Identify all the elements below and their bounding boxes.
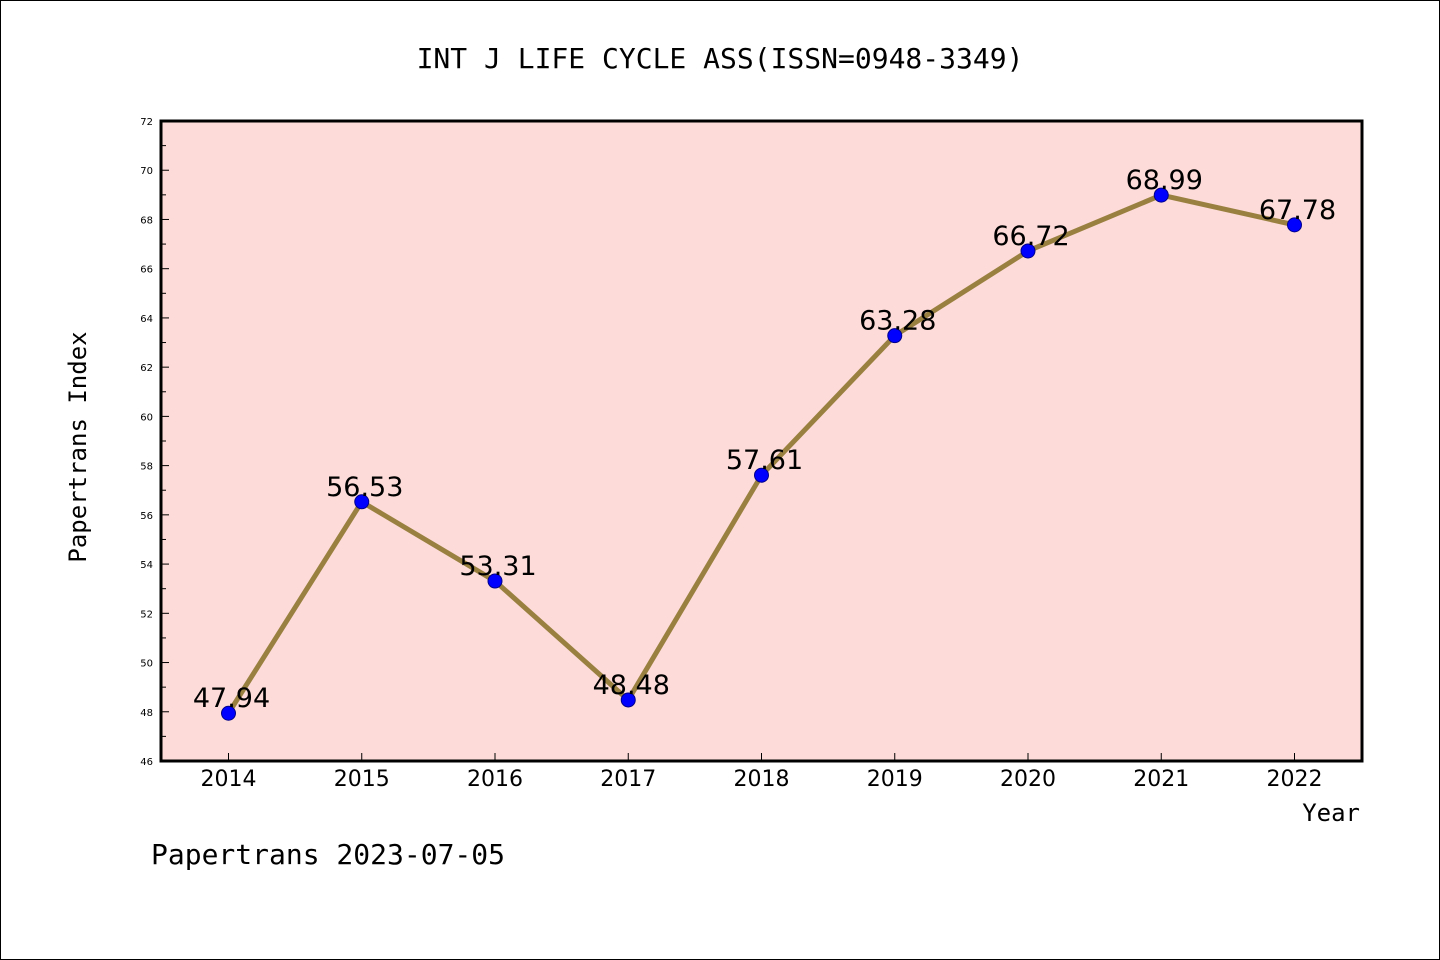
plot-area xyxy=(159,119,1364,763)
data-point xyxy=(487,573,503,589)
y-tick-label: 72 xyxy=(140,117,153,128)
x-tick-label: 2017 xyxy=(600,767,656,792)
data-label: 48.48 xyxy=(593,670,670,701)
x-tick-label: 2016 xyxy=(467,767,523,792)
y-tick-label: 68 xyxy=(140,215,153,226)
y-tick-label: 58 xyxy=(140,462,153,473)
x-tick-label: 2015 xyxy=(334,767,390,792)
data-label: 56.53 xyxy=(326,472,403,503)
data-point xyxy=(1020,243,1036,259)
y-tick-label: 60 xyxy=(140,412,153,423)
y-axis-label: Papertrans Index xyxy=(64,331,92,562)
footer-text: Papertrans 2023-07-05 xyxy=(151,838,505,871)
x-axis-label: Year xyxy=(1302,799,1360,827)
data-label: 47.94 xyxy=(193,683,270,714)
y-tick-label: 70 xyxy=(140,166,153,177)
x-tick-label: 2022 xyxy=(1267,767,1323,792)
chart-title: INT J LIFE CYCLE ASS(ISSN=0948-3349) xyxy=(417,42,1024,75)
x-tick-label: 2020 xyxy=(1000,767,1056,792)
y-tick-label: 62 xyxy=(140,363,153,374)
x-tick-label: 2014 xyxy=(201,767,257,792)
data-label: 67.78 xyxy=(1259,195,1336,226)
y-tick-label: 52 xyxy=(140,609,153,620)
x-tick-label: 2018 xyxy=(734,767,790,792)
data-point xyxy=(754,467,769,483)
x-tick-label: 2021 xyxy=(1133,767,1189,792)
data-label: 66.72 xyxy=(992,221,1069,252)
data-point xyxy=(1287,217,1302,233)
y-tick-label: 48 xyxy=(140,708,153,719)
x-tick-label: 2019 xyxy=(867,767,923,792)
data-label: 57.61 xyxy=(726,445,803,476)
y-tick-label: 54 xyxy=(140,560,153,571)
y-tick-label: 46 xyxy=(140,757,153,768)
y-tick-label: 66 xyxy=(140,265,153,276)
data-point xyxy=(1153,187,1169,203)
x-axis-ticks: 2014 2015 2016 2017 2018 2019 2020 2021 2022 xyxy=(201,753,1323,792)
data-label: 68.99 xyxy=(1126,165,1203,196)
data-point xyxy=(620,692,636,708)
data-point xyxy=(354,494,370,510)
data-point xyxy=(887,328,903,344)
data-point xyxy=(221,705,236,721)
data-labels: 47.94 56.53 53.31 48.48 57.61 63.28 66.72 68.99… xyxy=(193,165,1336,714)
y-tick-label: 64 xyxy=(140,314,153,325)
data-label: 53.31 xyxy=(459,551,536,582)
y-tick-label: 50 xyxy=(140,659,153,670)
series-markers xyxy=(221,187,1302,721)
data-label: 63.28 xyxy=(859,306,936,337)
y-tick-label: 56 xyxy=(140,511,153,522)
y-axis-ticks: 46 48 50 52 54 56 58 60 62 64 66 68 70 72 xyxy=(140,117,169,768)
